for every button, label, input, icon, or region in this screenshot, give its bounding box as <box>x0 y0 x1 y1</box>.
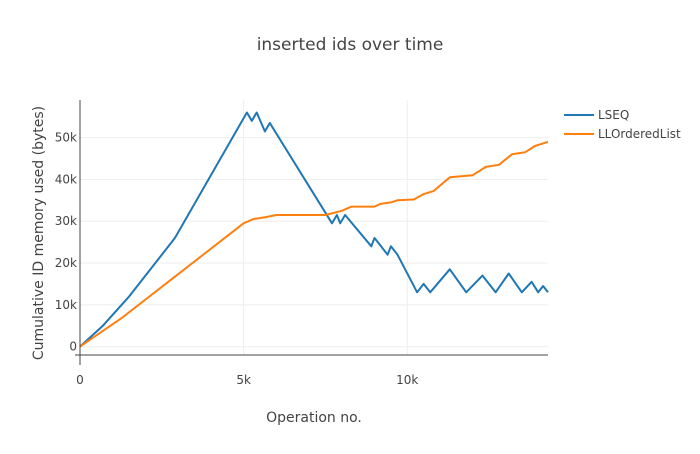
series-lines <box>79 111 549 348</box>
x-tick-label: 5k <box>236 373 251 387</box>
y-tick-label: 10k <box>55 298 77 312</box>
series-line-lseq <box>79 111 549 348</box>
x-tick-label: 0 <box>76 373 84 387</box>
legend-item-llorderedlist[interactable]: LLOrderedList <box>564 127 681 141</box>
y-tick-label: 30k <box>55 214 77 228</box>
x-axis-label: Operation no. <box>266 410 362 426</box>
chart-title: inserted ids over time <box>257 35 444 55</box>
legend-item-lseq[interactable]: LSEQ <box>564 108 629 122</box>
y-tick-label: 40k <box>55 172 77 186</box>
legend: LSEQ LLOrderedList <box>564 108 681 141</box>
y-tick-label: 50k <box>55 131 77 145</box>
y-tick-label: 0 <box>69 340 77 354</box>
tick-labels: 0 10k 20k 30k 40k 50k 0 5k 10k <box>55 131 419 387</box>
axes <box>75 100 548 365</box>
legend-label: LLOrderedList <box>598 127 681 141</box>
grid <box>79 100 548 355</box>
legend-label: LSEQ <box>598 108 629 122</box>
y-axis-label: Cumulative ID memory used (bytes) <box>31 106 47 360</box>
series-line-llorderedlist <box>79 140 549 348</box>
y-tick-label: 20k <box>55 256 77 270</box>
x-tick-label: 10k <box>396 373 418 387</box>
